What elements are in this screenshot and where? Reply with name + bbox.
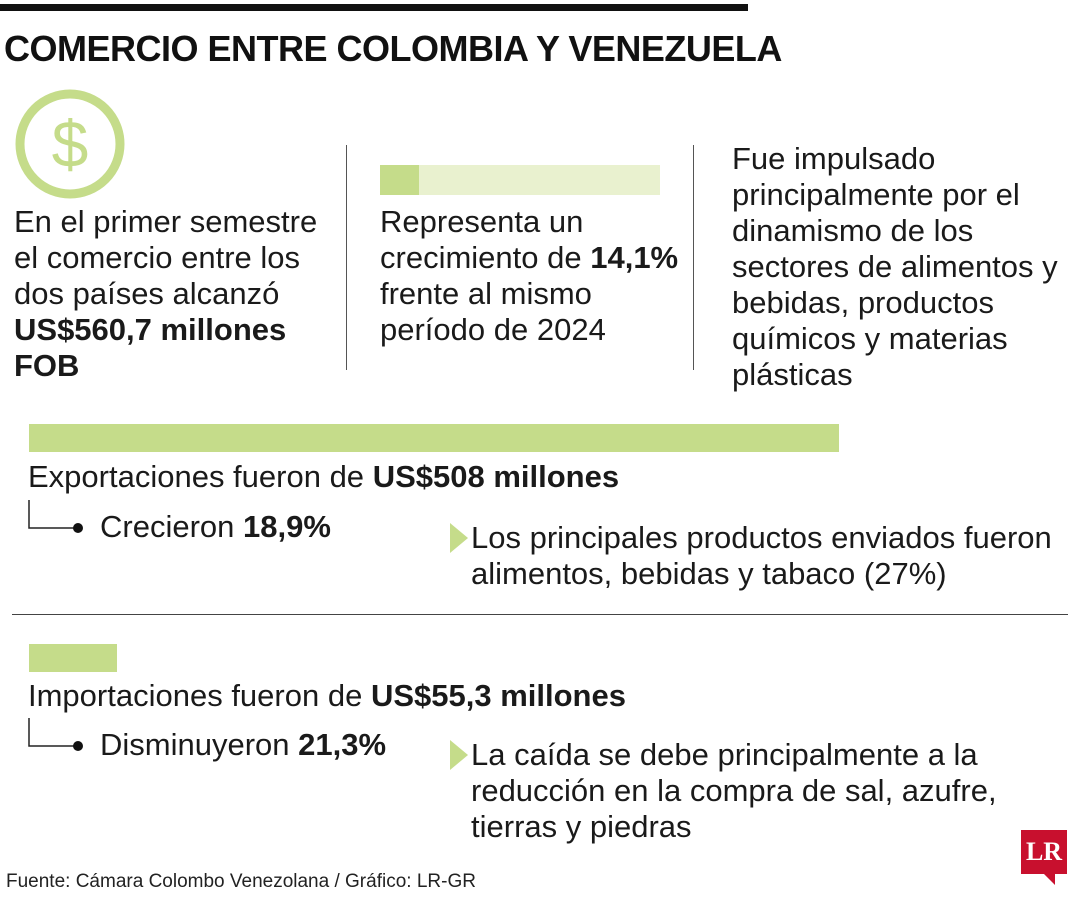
triangle-right-icon — [450, 523, 468, 553]
column-divider-2 — [693, 145, 694, 370]
lr-logo: LR — [1021, 830, 1067, 874]
section-divider — [12, 614, 1068, 615]
imports-change-label: Disminuyeron — [100, 727, 290, 762]
imports-change-value: 21,3% — [298, 727, 387, 762]
source-text: Fuente: Cámara Colombo Venezolana / Gráf… — [6, 871, 476, 892]
growth-description-post: frente al mismo período de 2024 — [380, 276, 606, 347]
exports-change-value: 18,9% — [243, 509, 331, 544]
growth-text: Representa un crecimiento de 14,1% frent… — [380, 204, 680, 348]
imports-note: La caída se debe principalmente a la red… — [471, 737, 997, 844]
top-rule — [0, 4, 748, 11]
exports-change-label: Crecieron — [100, 509, 235, 544]
lr-logo-tail — [1043, 873, 1055, 885]
triangle-right-icon — [450, 740, 468, 770]
drivers-text: Fue impulsado principalmente por el dina… — [732, 141, 1058, 392]
semester-trade-description: En el primer semestre el comercio entre … — [14, 204, 318, 311]
semester-trade-total: US$560,7 millones FOB — [14, 312, 287, 383]
exports-note: Los principales productos enviados fuero… — [471, 520, 1052, 591]
exports-value: US$508 millones — [372, 459, 620, 494]
growth-bar-track — [380, 165, 660, 195]
growth-bar-fill — [380, 165, 420, 195]
imports-connector — [28, 718, 83, 751]
svg-text:$: $ — [52, 107, 89, 181]
column-divider-1 — [346, 145, 347, 370]
imports-line: Importaciones fueron de US$55,3 millones — [28, 678, 626, 714]
semester-trade-text: En el primer semestre el comercio entre … — [14, 204, 334, 384]
imports-change: Disminuyeron 21,3% — [100, 727, 386, 763]
growth-value: 14,1% — [590, 240, 679, 275]
exports-connector — [28, 500, 83, 533]
lr-logo-text: LR — [1025, 837, 1063, 866]
page-title: COMERCIO ENTRE COLOMBIA Y VENEZUELA — [4, 28, 782, 69]
growth-description-pre: Representa un crecimiento de — [380, 204, 584, 275]
dollar-circle-icon: $ — [15, 89, 125, 199]
imports-value: US$55,3 millones — [370, 678, 626, 713]
exports-label: Exportaciones fueron de — [28, 459, 365, 494]
exports-bar — [29, 424, 839, 452]
exports-line: Exportaciones fueron de US$508 millones — [28, 459, 619, 495]
exports-change: Crecieron 18,9% — [100, 509, 331, 545]
imports-bar — [29, 644, 118, 672]
imports-label: Importaciones fueron de — [28, 678, 363, 713]
